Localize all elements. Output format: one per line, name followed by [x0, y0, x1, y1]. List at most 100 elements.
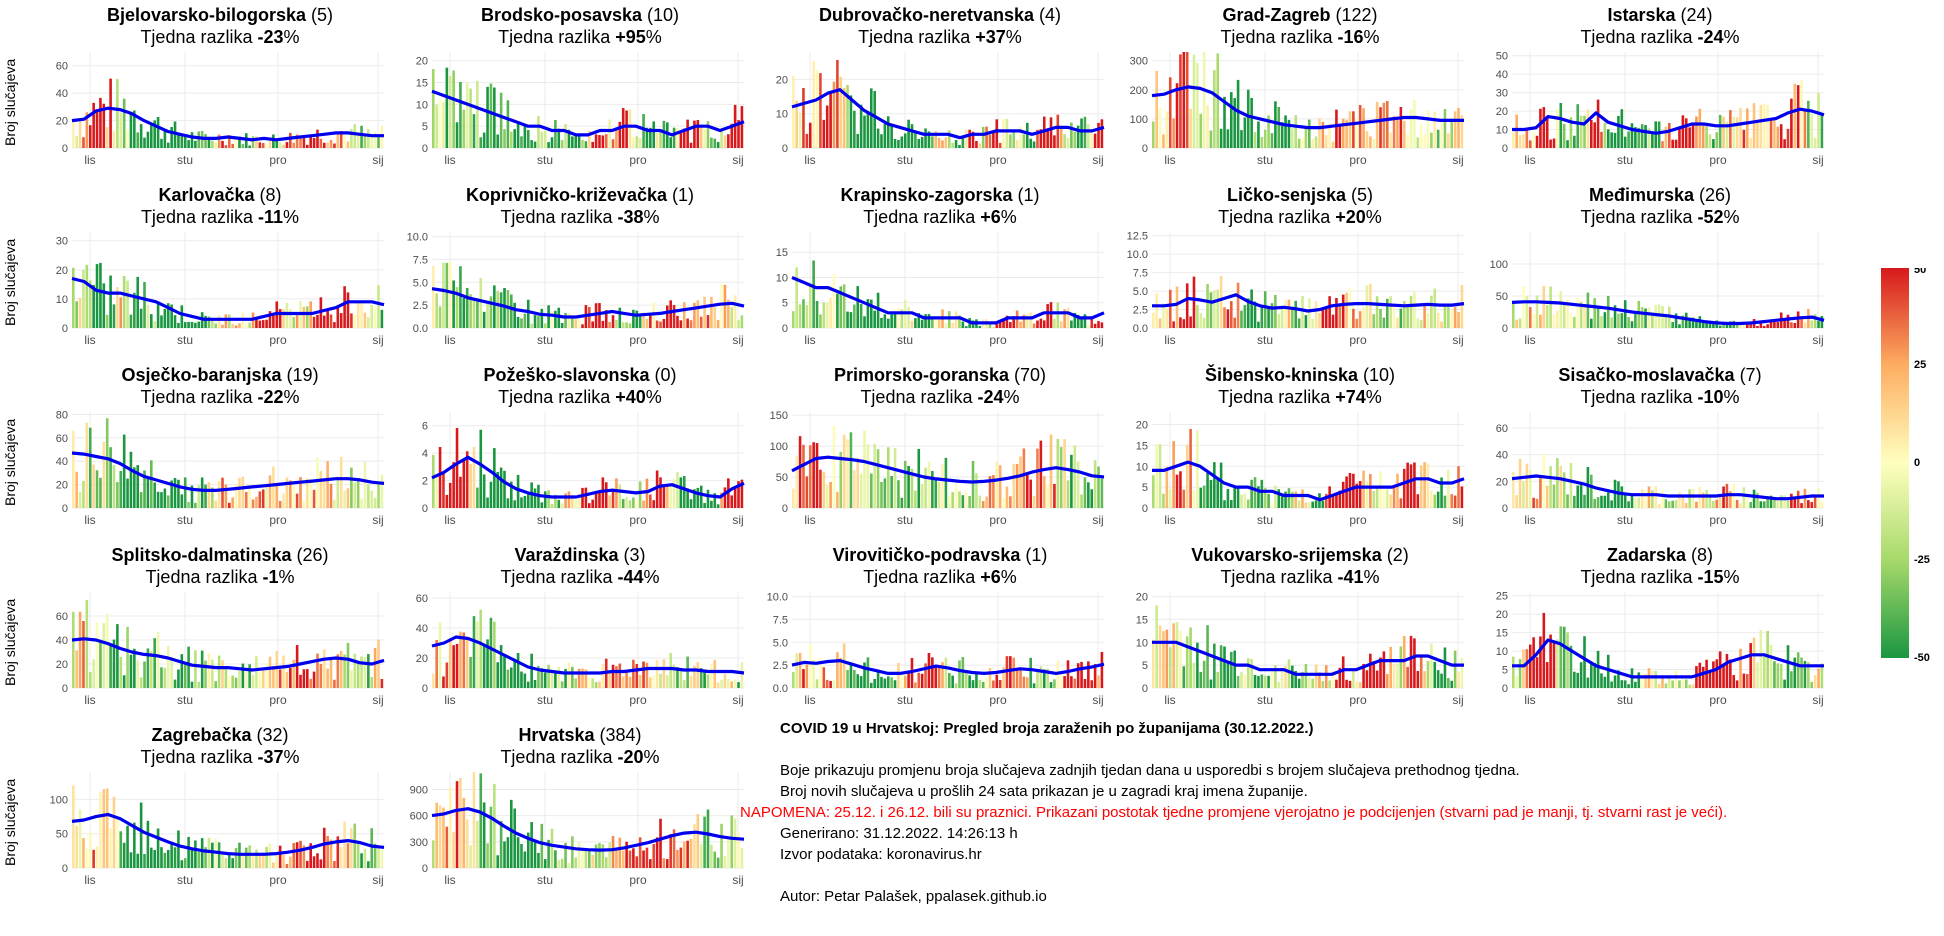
case-bar [265, 846, 268, 868]
case-bar [1022, 134, 1026, 148]
case-bar [560, 681, 564, 688]
county-name: Primorsko-goranska [833, 365, 1010, 385]
case-bar [1202, 52, 1206, 148]
x-tick-label: sij [1092, 333, 1103, 347]
case-bar [1559, 626, 1563, 688]
case-bar [499, 92, 503, 148]
case-bar [954, 311, 958, 328]
case-bar [649, 494, 652, 508]
case-bar [832, 274, 836, 328]
case-bar [153, 850, 156, 868]
case-bar [1610, 500, 1613, 508]
case-bar [1817, 320, 1820, 328]
case-bar [1691, 488, 1695, 508]
case-bar [659, 673, 662, 688]
case-bar [812, 61, 815, 149]
case-bar [1338, 667, 1342, 688]
case-bar [367, 484, 370, 508]
case-bar [1304, 502, 1308, 508]
case-bar [1341, 118, 1345, 148]
case-bar [975, 141, 978, 148]
county-panel: Vukovarsko-srijemska (2) Tjedna razlika -… [1120, 540, 1480, 720]
case-bar [1341, 481, 1345, 508]
y-tick-label: 5 [1142, 660, 1148, 672]
case-bar [346, 488, 350, 508]
case-bar [1179, 630, 1182, 688]
y-tick-label: 10 [1136, 461, 1148, 473]
case-bar [1749, 138, 1752, 148]
case-bar [1335, 297, 1338, 328]
case-bar [846, 670, 849, 688]
case-bar [438, 99, 442, 148]
y-tick-label: 200 [1130, 85, 1148, 97]
case-bar [696, 814, 700, 868]
case-bar [642, 500, 645, 508]
case-bar [893, 680, 897, 688]
case-bar [326, 668, 329, 688]
y-tick-label: 40 [1496, 69, 1508, 81]
case-bar [326, 835, 329, 868]
case-bar [914, 490, 917, 508]
case-bar [978, 326, 982, 328]
case-bar [469, 88, 472, 148]
new-cases-count: (5) [1351, 185, 1374, 205]
case-bar [129, 654, 133, 688]
case-bar [710, 663, 713, 688]
case-bar [934, 131, 938, 148]
case-bar [1460, 115, 1464, 148]
case-bar [302, 500, 306, 508]
case-bar [699, 125, 703, 148]
case-bar [642, 661, 645, 688]
case-bar [740, 106, 744, 148]
trend-line [431, 287, 745, 319]
case-bar [808, 286, 812, 328]
case-bar [295, 134, 299, 148]
case-bar [1365, 131, 1369, 148]
case-bar [900, 309, 904, 328]
case-bar [1566, 299, 1569, 328]
case-bar [560, 322, 564, 328]
case-bar [1358, 682, 1362, 688]
county-name: Zadarska [1606, 545, 1687, 565]
case-bar [1416, 318, 1420, 328]
case-bar [689, 675, 693, 688]
case-bar [306, 669, 309, 688]
case-bar [978, 143, 982, 148]
y-tick-label: 0 [422, 503, 428, 515]
case-bar [258, 491, 262, 508]
case-bar [173, 315, 177, 328]
weekly-change-line: Tjedna razlika -22% [140, 387, 300, 407]
case-bar [998, 321, 1002, 328]
county-panel: Hrvatska (384) Tjedna razlika -20% 0 300 600… [400, 720, 760, 900]
case-bar [1783, 139, 1786, 148]
case-bar [448, 75, 452, 148]
case-bar [951, 675, 954, 688]
case-bar [1593, 498, 1596, 508]
case-bar [1640, 124, 1644, 148]
y-tick-label: 5.0 [773, 637, 788, 649]
county-title: Hrvatska (384) [400, 724, 760, 746]
case-bar [92, 285, 95, 328]
case-bar [1321, 500, 1325, 508]
case-bar [367, 654, 370, 688]
case-bar [1430, 295, 1433, 328]
case-bar [1253, 477, 1257, 508]
case-bar [1739, 323, 1742, 328]
case-bar [1335, 679, 1338, 688]
case-bar [472, 616, 476, 688]
case-bar [1216, 671, 1220, 688]
case-bar [1752, 103, 1756, 148]
y-tick-label: 20 [56, 265, 68, 277]
x-tick-label: stu [897, 693, 913, 707]
case-bar [520, 318, 523, 328]
case-bar [1063, 309, 1066, 328]
case-bar [1590, 474, 1593, 508]
case-bar [92, 849, 95, 868]
case-bar [432, 840, 435, 868]
case-bar [224, 668, 228, 688]
y-tick-label: 20 [1136, 420, 1148, 432]
case-bar [591, 499, 594, 508]
case-bar [618, 307, 622, 328]
case-bar [122, 675, 126, 688]
case-bar [557, 666, 561, 688]
